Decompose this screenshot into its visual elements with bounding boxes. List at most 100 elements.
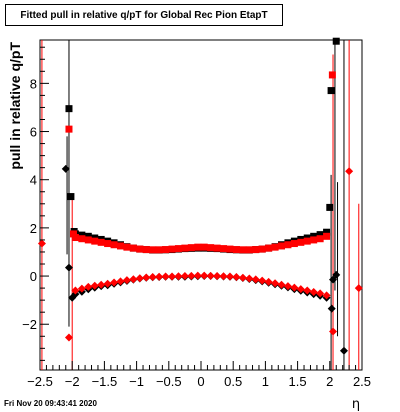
x-tick-label: 2 (326, 374, 333, 389)
data-point-square (194, 243, 202, 251)
data-point-diamond (345, 167, 354, 176)
data-point-diamond (264, 277, 273, 286)
data-point-diamond (206, 271, 215, 280)
data-point-diamond (200, 271, 209, 280)
data-point-diamond (271, 279, 280, 288)
data-point-diamond (329, 275, 338, 284)
data-point-square (332, 37, 340, 45)
data-point-diamond (327, 304, 336, 313)
error-bars (41, 40, 360, 370)
timestamp-footer: Fri Nov 20 09:43:41 2020 (4, 399, 97, 408)
x-tick-label: −0.5 (156, 374, 182, 389)
data-point-diamond (213, 272, 222, 281)
x-tick-label: 0 (197, 374, 204, 389)
data-point-diamond (116, 277, 125, 286)
data-point-square (323, 232, 331, 240)
data-point-diamond (148, 273, 157, 282)
data-point-square (284, 241, 292, 249)
data-point-diamond (129, 275, 138, 284)
chart-title: Fitted pull in relative q/pT for Global … (20, 9, 268, 21)
data-point-diamond (122, 276, 131, 285)
data-point-square (303, 237, 311, 245)
x-tick-label: 1 (262, 374, 269, 389)
data-point-diamond (161, 272, 170, 281)
data-point-square (129, 244, 137, 252)
data-point-square (327, 87, 335, 95)
data-point-diamond (97, 280, 106, 289)
y-axis: −2 0 2 4 6 8 (22, 46, 49, 361)
data-point-square (316, 231, 324, 239)
data-point-diamond (245, 274, 254, 283)
data-point-square (252, 246, 260, 254)
data-point-square (91, 237, 99, 245)
data-point-square (65, 125, 73, 133)
x-tick-label: −2 (65, 374, 80, 389)
y-tick-label: 0 (30, 269, 37, 284)
data-point-square (162, 246, 170, 254)
data-point-square (168, 245, 176, 253)
data-point-diamond (219, 272, 228, 281)
data-point-square (297, 238, 305, 246)
x-axis: −2.5 −2 −1.5 −1 −0.5 0 0.5 1 1.5 2 2.5 (27, 361, 371, 389)
data-point-diamond (316, 289, 325, 298)
data-point-square (67, 193, 75, 201)
data-point-diamond (251, 275, 260, 284)
data-point-diamond (168, 272, 177, 281)
x-tick-label: 1.5 (289, 374, 307, 389)
data-point-square (78, 235, 86, 243)
data-point-square (200, 243, 208, 251)
data-point-square (104, 240, 112, 248)
data-point-diamond (142, 273, 151, 282)
x-tick-label: −1.5 (92, 374, 118, 389)
data-point-diamond (332, 270, 341, 279)
data-point-square (149, 246, 157, 254)
data-point-square (258, 245, 266, 253)
data-point-diamond (193, 271, 202, 280)
data-point-diamond (232, 273, 241, 282)
data-point-diamond (64, 333, 73, 342)
data-point-square (84, 236, 92, 244)
data-point-diamond (238, 273, 247, 282)
data-point-square (290, 240, 298, 248)
data-point-square (220, 245, 228, 253)
y-tick-label: −2 (22, 317, 37, 332)
data-point-diamond (64, 263, 73, 272)
data-point-diamond (103, 279, 112, 288)
data-point-diamond (329, 327, 338, 336)
chart-title-box: Fitted pull in relative q/pT for Global … (5, 4, 283, 26)
data-point-square (245, 246, 253, 254)
data-point-square (78, 231, 86, 239)
y-tick-label: 6 (30, 125, 37, 140)
data-point-square (310, 236, 318, 244)
data-point-square (136, 245, 144, 253)
data-point-square (187, 244, 195, 252)
data-point-square (123, 243, 131, 251)
data-point-square (310, 232, 318, 240)
data-point-diamond (322, 291, 331, 300)
data-point-square (265, 244, 273, 252)
data-point-square (181, 244, 189, 252)
data-point-diamond (174, 272, 183, 281)
data-point-diamond (84, 282, 93, 291)
data-point-diamond (187, 271, 196, 280)
data-point-square (232, 246, 240, 254)
data-point-diamond (290, 283, 299, 292)
x-tick-label: −1 (129, 374, 144, 389)
y-tick-label: 2 (30, 221, 37, 236)
data-point-diamond (309, 287, 318, 296)
x-axis-label: η (352, 397, 360, 412)
data-point-square (316, 235, 324, 243)
data-point-diamond (303, 286, 312, 295)
data-point-diamond (180, 272, 189, 281)
data-point-diamond (37, 239, 46, 248)
data-point-square (155, 246, 163, 254)
data-point-square (323, 228, 331, 236)
data-point-square (213, 244, 221, 252)
data-point-square (239, 246, 247, 254)
data-point-diamond (71, 286, 80, 295)
data-point-diamond (258, 276, 267, 285)
data-point-square (117, 242, 124, 250)
data-point-square (65, 105, 73, 113)
data-point-diamond (277, 280, 286, 289)
